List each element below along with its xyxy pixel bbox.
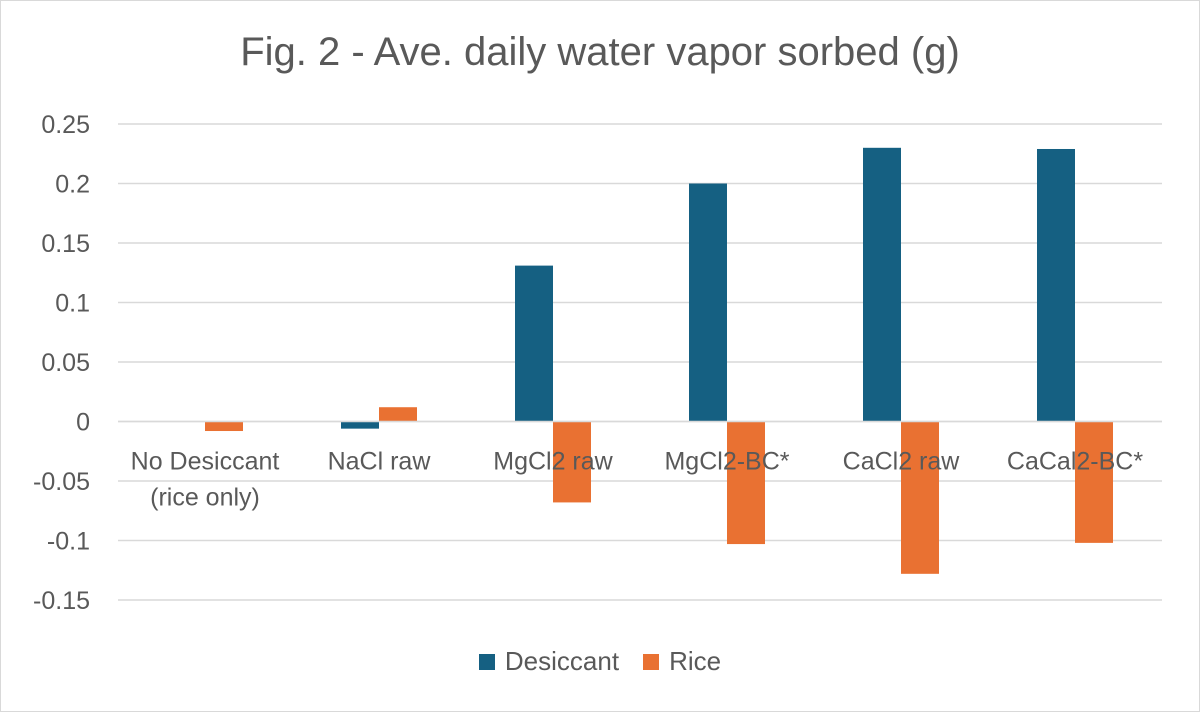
y-tick-label: 0 — [76, 409, 90, 437]
bar-desiccant-2 — [515, 265, 553, 422]
category-label: MgCl2 raw — [493, 448, 613, 476]
bar-rice-2 — [553, 421, 591, 503]
category-label: NaCl raw — [328, 448, 432, 476]
chart-legend: Desiccant Rice — [0, 646, 1200, 677]
y-tick-label: -0.15 — [33, 587, 90, 615]
bar-rice-5 — [1075, 421, 1113, 543]
bar-rice-1 — [379, 407, 417, 422]
legend-swatch-desiccant — [478, 653, 495, 670]
category-label: CaCl2 raw — [843, 448, 961, 476]
category-label: CaCal2-BC* — [1007, 448, 1143, 476]
category-label: No Desiccant — [131, 448, 280, 476]
bar-desiccant-5 — [1037, 148, 1075, 422]
y-tick-label: 0.2 — [55, 171, 90, 199]
bar-desiccant-1 — [341, 421, 379, 429]
bar-rice-0 — [205, 421, 243, 432]
category-label: (rice only) — [150, 484, 260, 512]
bar-desiccant-4 — [863, 147, 901, 422]
y-tick-label: 0.15 — [41, 230, 90, 258]
legend-item-desiccant: Desiccant — [478, 646, 620, 677]
legend-label-desiccant: Desiccant — [504, 646, 620, 676]
y-tick-label: 0.25 — [41, 111, 90, 139]
chart-title: Fig. 2 - Ave. daily water vapor sorbed (… — [240, 30, 960, 74]
y-tick-label: -0.1 — [47, 528, 90, 556]
bar-rice-4 — [901, 421, 939, 574]
y-tick-label: -0.05 — [33, 468, 90, 496]
legend-label-rice: Rice — [669, 646, 722, 676]
legend-swatch-rice — [643, 653, 660, 670]
y-tick-label: 0.05 — [41, 349, 90, 377]
bar-rice-3 — [727, 421, 765, 545]
y-tick-label: 0.1 — [55, 290, 90, 318]
bar-desiccant-3 — [689, 183, 727, 422]
category-label: MgCl2-BC* — [664, 448, 789, 476]
legend-item-rice: Rice — [643, 646, 721, 677]
